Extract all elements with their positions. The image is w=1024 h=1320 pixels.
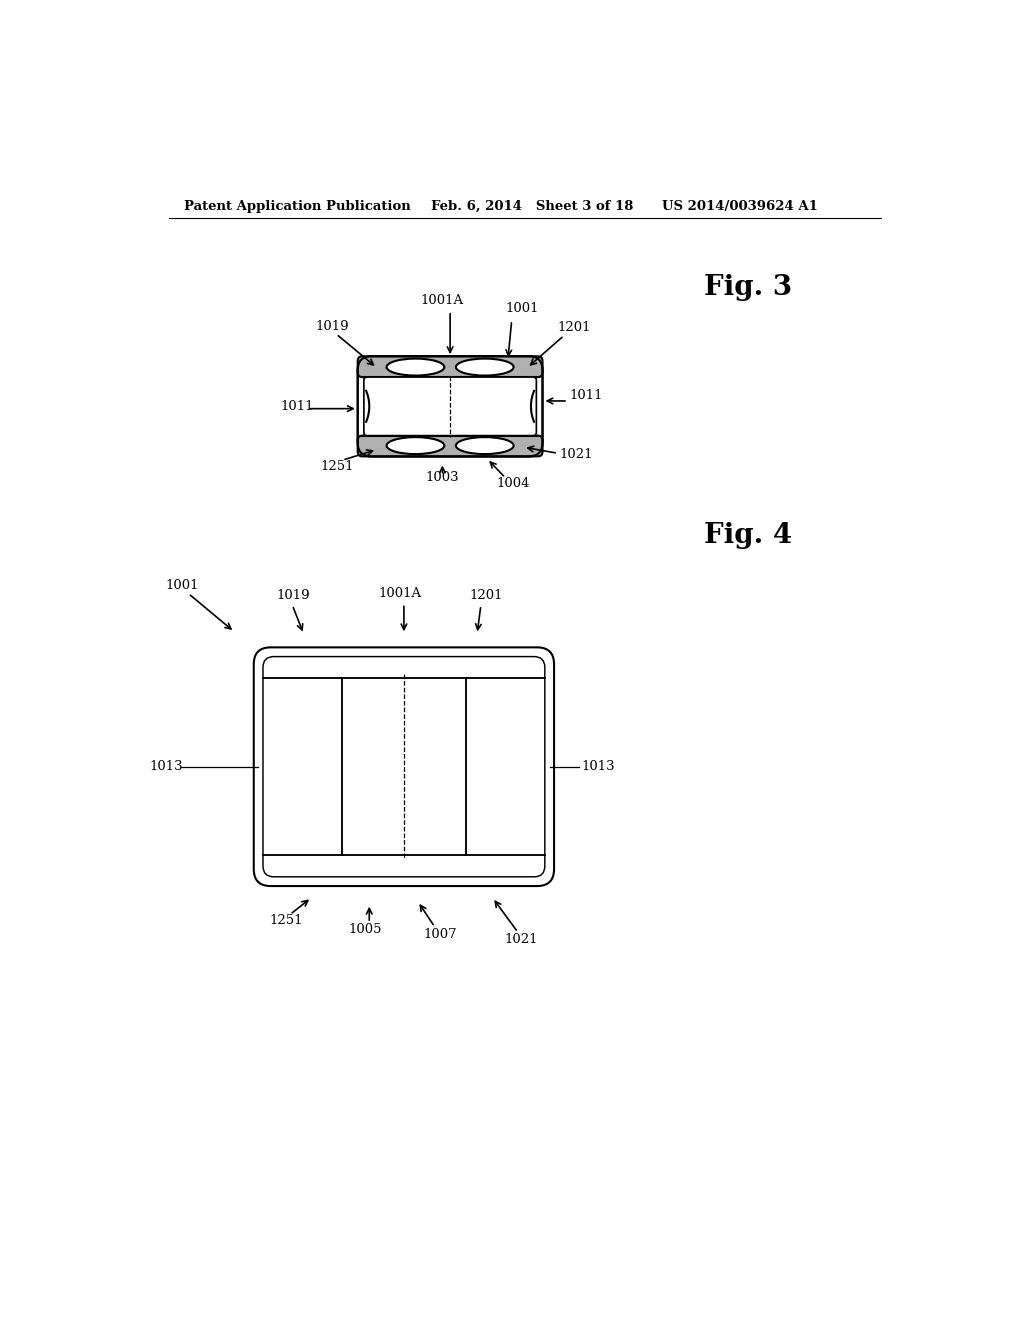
FancyBboxPatch shape xyxy=(254,647,554,886)
Text: 1021: 1021 xyxy=(559,449,593,462)
FancyBboxPatch shape xyxy=(263,656,545,876)
Text: US 2014/0039624 A1: US 2014/0039624 A1 xyxy=(662,199,818,213)
FancyBboxPatch shape xyxy=(357,436,543,457)
Text: 1004: 1004 xyxy=(497,477,529,490)
Text: Patent Application Publication: Patent Application Publication xyxy=(184,199,412,213)
Text: 1001: 1001 xyxy=(506,302,539,315)
FancyBboxPatch shape xyxy=(364,378,537,436)
Text: Fig. 3: Fig. 3 xyxy=(705,275,793,301)
Text: 1013: 1013 xyxy=(581,760,614,774)
Text: 1019: 1019 xyxy=(315,319,349,333)
Text: 1011: 1011 xyxy=(569,389,603,403)
Text: 1251: 1251 xyxy=(321,459,354,473)
Text: 1001A: 1001A xyxy=(421,294,464,308)
Text: 1003: 1003 xyxy=(425,471,459,484)
Text: Feb. 6, 2014   Sheet 3 of 18: Feb. 6, 2014 Sheet 3 of 18 xyxy=(431,199,633,213)
Text: 1019: 1019 xyxy=(276,589,310,602)
FancyBboxPatch shape xyxy=(357,356,543,457)
Text: 1013: 1013 xyxy=(150,760,183,774)
Ellipse shape xyxy=(456,437,514,454)
Text: 1201: 1201 xyxy=(469,589,503,602)
Ellipse shape xyxy=(387,359,444,376)
Text: 1011: 1011 xyxy=(281,400,314,413)
Text: 1251: 1251 xyxy=(269,915,303,927)
Text: 1001A: 1001A xyxy=(379,587,422,601)
Text: 1021: 1021 xyxy=(504,933,538,946)
Text: 1007: 1007 xyxy=(423,928,457,941)
Ellipse shape xyxy=(456,359,514,376)
Text: Fig. 4: Fig. 4 xyxy=(705,523,793,549)
Text: 1001: 1001 xyxy=(165,579,199,593)
Ellipse shape xyxy=(387,437,444,454)
Text: 1005: 1005 xyxy=(348,924,382,936)
FancyBboxPatch shape xyxy=(357,356,543,378)
Text: 1201: 1201 xyxy=(558,321,592,334)
